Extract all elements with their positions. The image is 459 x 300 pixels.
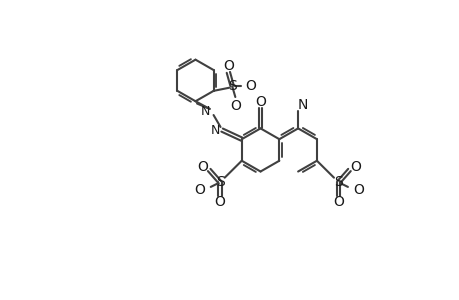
Text: N: N: [201, 105, 210, 118]
Text: O: O: [349, 160, 360, 174]
Text: S: S: [215, 175, 224, 189]
Text: S: S: [227, 79, 236, 93]
Text: O: O: [197, 160, 208, 174]
Text: O: O: [223, 59, 233, 73]
Text: O: O: [332, 195, 343, 209]
Text: N: N: [297, 98, 308, 112]
Text: N: N: [211, 124, 220, 136]
Text: O: O: [194, 183, 205, 197]
Text: O: O: [245, 79, 256, 93]
Text: O: O: [230, 99, 240, 113]
Text: O: O: [214, 195, 225, 209]
Text: S: S: [334, 175, 342, 189]
Text: O: O: [353, 183, 364, 197]
Text: O: O: [255, 95, 265, 109]
